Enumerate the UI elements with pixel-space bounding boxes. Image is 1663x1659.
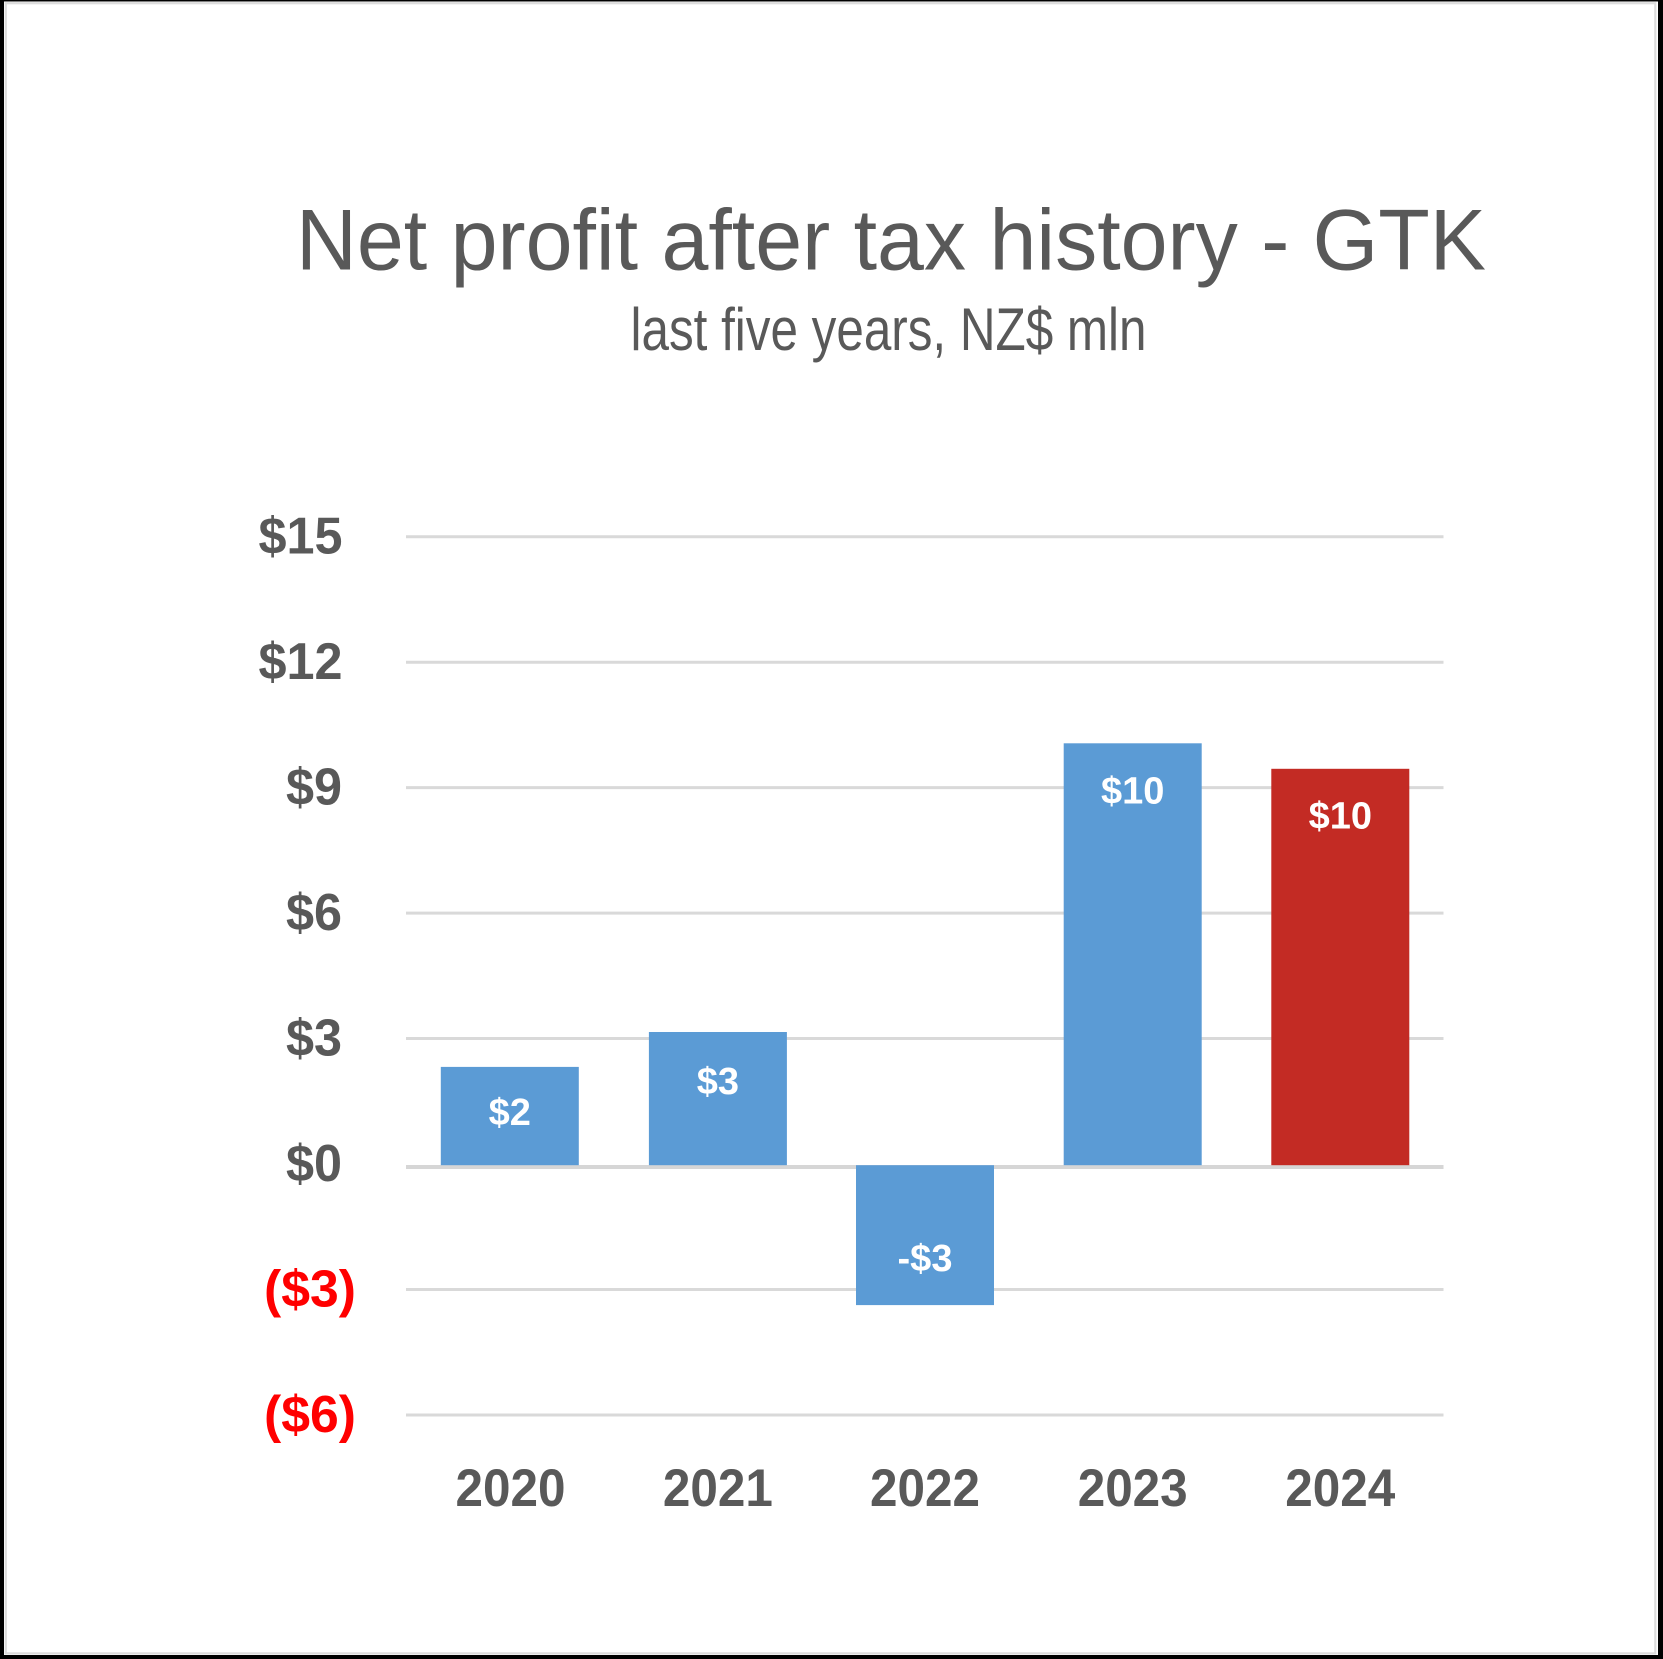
svg-text:2024: 2024 [1285, 1459, 1395, 1518]
svg-text:($6): ($6) [264, 1386, 356, 1444]
svg-text:$0: $0 [286, 1135, 342, 1193]
svg-text:2020: 2020 [456, 1459, 566, 1518]
svg-text:2021: 2021 [663, 1459, 773, 1518]
svg-text:2023: 2023 [1078, 1459, 1188, 1518]
svg-text:$3: $3 [286, 1010, 342, 1068]
svg-text:$3: $3 [697, 1061, 739, 1103]
svg-text:$9: $9 [286, 759, 342, 817]
svg-text:$2: $2 [489, 1092, 531, 1134]
svg-text:last five years, NZ$ mln: last five years, NZ$ mln [631, 296, 1147, 363]
svg-text:$12: $12 [259, 633, 343, 691]
svg-text:($3): ($3) [264, 1261, 356, 1319]
svg-text:2022: 2022 [870, 1459, 980, 1518]
svg-text:$10: $10 [1101, 771, 1164, 813]
svg-text:-$3: -$3 [898, 1238, 953, 1280]
svg-text:$6: $6 [286, 884, 342, 942]
svg-text:Net profit after tax history -: Net profit after tax history - GTK [296, 193, 1486, 289]
svg-text:$10: $10 [1309, 796, 1372, 838]
svg-text:$15: $15 [259, 508, 343, 566]
